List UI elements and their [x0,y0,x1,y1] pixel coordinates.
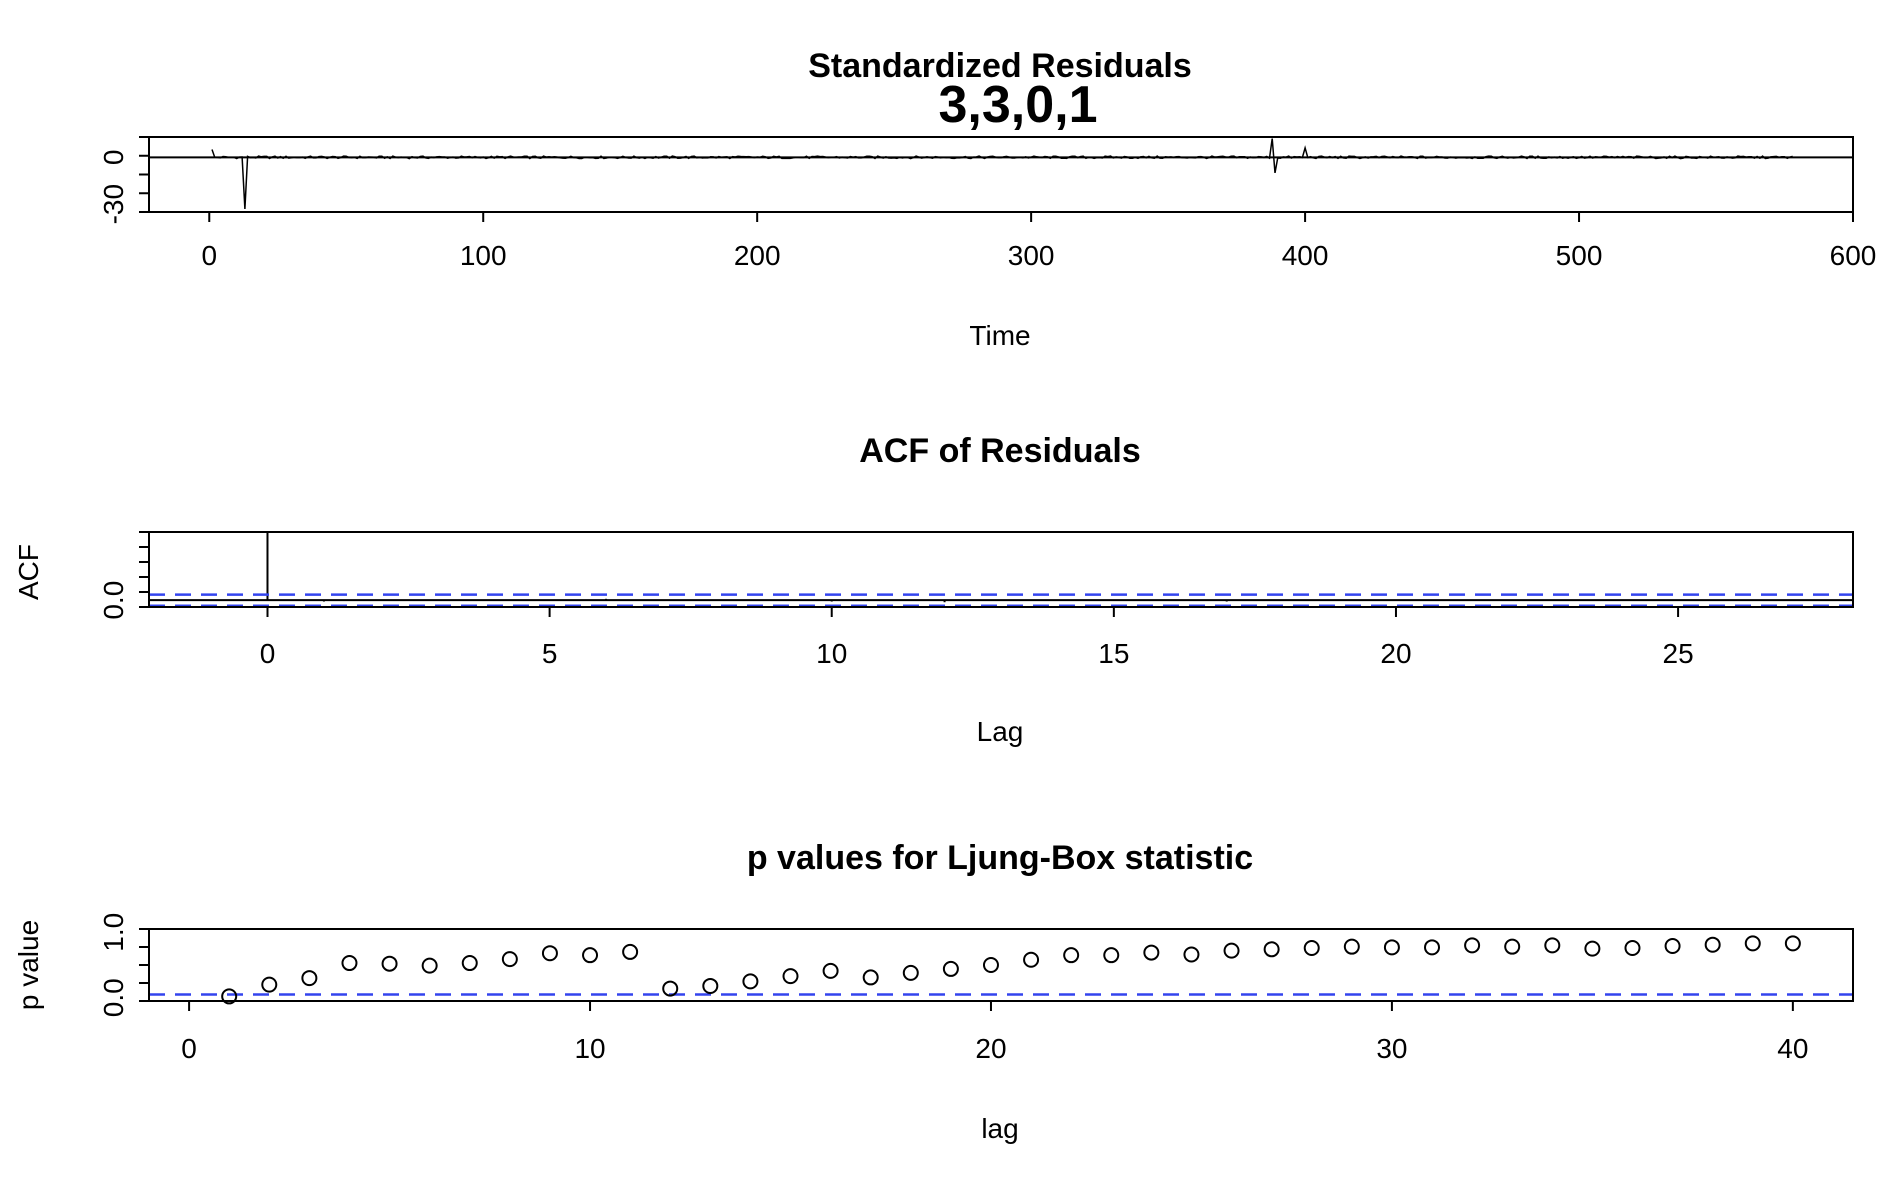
x-axis: 0 10 20 30 40 [181,1001,1808,1064]
x-tick-label: 40 [1777,1033,1808,1064]
x-tick-label: 0 [181,1033,197,1064]
x-axis-label: Time [969,320,1030,351]
x-tick-label: 10 [574,1033,605,1064]
p-value-point [1544,937,1561,954]
x-tick-label: 30 [1376,1033,1407,1064]
p-value-point [1744,935,1761,952]
x-tick-label: 600 [1830,240,1877,271]
acf-plot-area [149,532,1853,608]
p-value-point [341,955,358,972]
p-value-point [1383,939,1400,956]
x-tick-label: 5 [542,638,558,669]
y-tick-label: 1.0 [98,913,129,952]
p-value-point [742,973,759,990]
p-value-point [1023,951,1040,968]
p-value-point [1784,935,1801,952]
ljung-box-panel: p values for Ljung-Box statistic 0 10 20 30… [13,839,1854,1144]
p-value-point [381,955,398,972]
x-tick-label: 20 [975,1033,1006,1064]
p-value-point [301,970,318,987]
x-tick-label: 15 [1098,638,1129,669]
p-value-point [662,980,679,997]
y-tick-label: 0.0 [98,978,129,1017]
plot-frame [148,531,1854,608]
p-value-point [1343,938,1360,955]
p-value-point [582,947,599,964]
p-value-point [1664,938,1681,955]
p-value-point [1223,942,1240,959]
y-tick-label: -30 [98,184,129,224]
x-tick-label: 0 [201,240,217,271]
residual-series-line [211,138,1793,209]
p-value-point [421,957,438,974]
p-value-point [1584,940,1601,957]
x-tick-label: 400 [1282,240,1329,271]
p-value-point [461,955,478,972]
x-tick-label: 500 [1556,240,1603,271]
p-value-point [1063,947,1080,964]
y-axis-label: ACF [13,544,44,600]
p-value-point [1624,939,1641,956]
p-value-point [541,945,558,962]
x-axis: 0 100 200 300 400 500 600 [201,212,1876,271]
p-value-point [1424,939,1441,956]
p-value-point [782,968,799,985]
p-value-point [1143,944,1160,961]
x-tick-label: 0 [260,638,276,669]
y-axis: 0.0 1.0 [98,913,149,1017]
p-value-point [902,964,919,981]
model-order-label: 3,3,0,1 [938,76,1097,134]
panel-title: p values for Ljung-Box statistic [747,839,1253,877]
p-value-point [942,960,959,977]
p-value-point [1183,946,1200,963]
x-tick-label: 20 [1380,638,1411,669]
x-axis-label: lag [981,1113,1018,1144]
acf-panel: ACF of Residuals 0 5 10 15 20 25 0.0 Lag ACF [13,432,1854,747]
residuals-plot-area [149,138,1853,209]
x-axis-label: Lag [977,716,1024,747]
x-axis: 0 5 10 15 20 25 [260,607,1694,669]
p-value-point [1103,947,1120,964]
x-tick-label: 300 [1008,240,1055,271]
y-axis: 0 -30 [98,136,149,224]
p-value-point [1263,941,1280,958]
ljung-box-plot-area [149,935,1853,1005]
y-axis-label: p value [13,920,44,1010]
p-value-point [1704,936,1721,953]
y-axis: 0.0 [98,531,149,620]
p-value-point [822,962,839,979]
plot-frame [148,136,1854,213]
p-value-point [221,988,238,1005]
panel-title: Standardized Residuals [808,47,1192,85]
p-value-point [982,957,999,973]
p-value-point [1464,937,1481,954]
p-value-point [862,969,879,986]
x-tick-label: 200 [734,240,781,271]
p-value-point [501,951,518,968]
p-value-point [702,977,719,994]
p-value-point [622,943,639,960]
p-value-point [261,976,278,993]
p-value-point [1303,939,1320,956]
x-tick-label: 25 [1663,638,1694,669]
x-tick-label: 100 [460,240,507,271]
y-tick-label: 0 [98,150,129,166]
plot-frame [148,928,1854,1002]
p-value-point [1504,938,1521,955]
y-tick-label: 0.0 [98,581,129,620]
standardized-residuals-panel: Standardized Residuals 3,3,0,1 0 100 200 30… [98,47,1876,351]
panel-title: ACF of Residuals [859,432,1140,470]
x-tick-label: 10 [816,638,847,669]
